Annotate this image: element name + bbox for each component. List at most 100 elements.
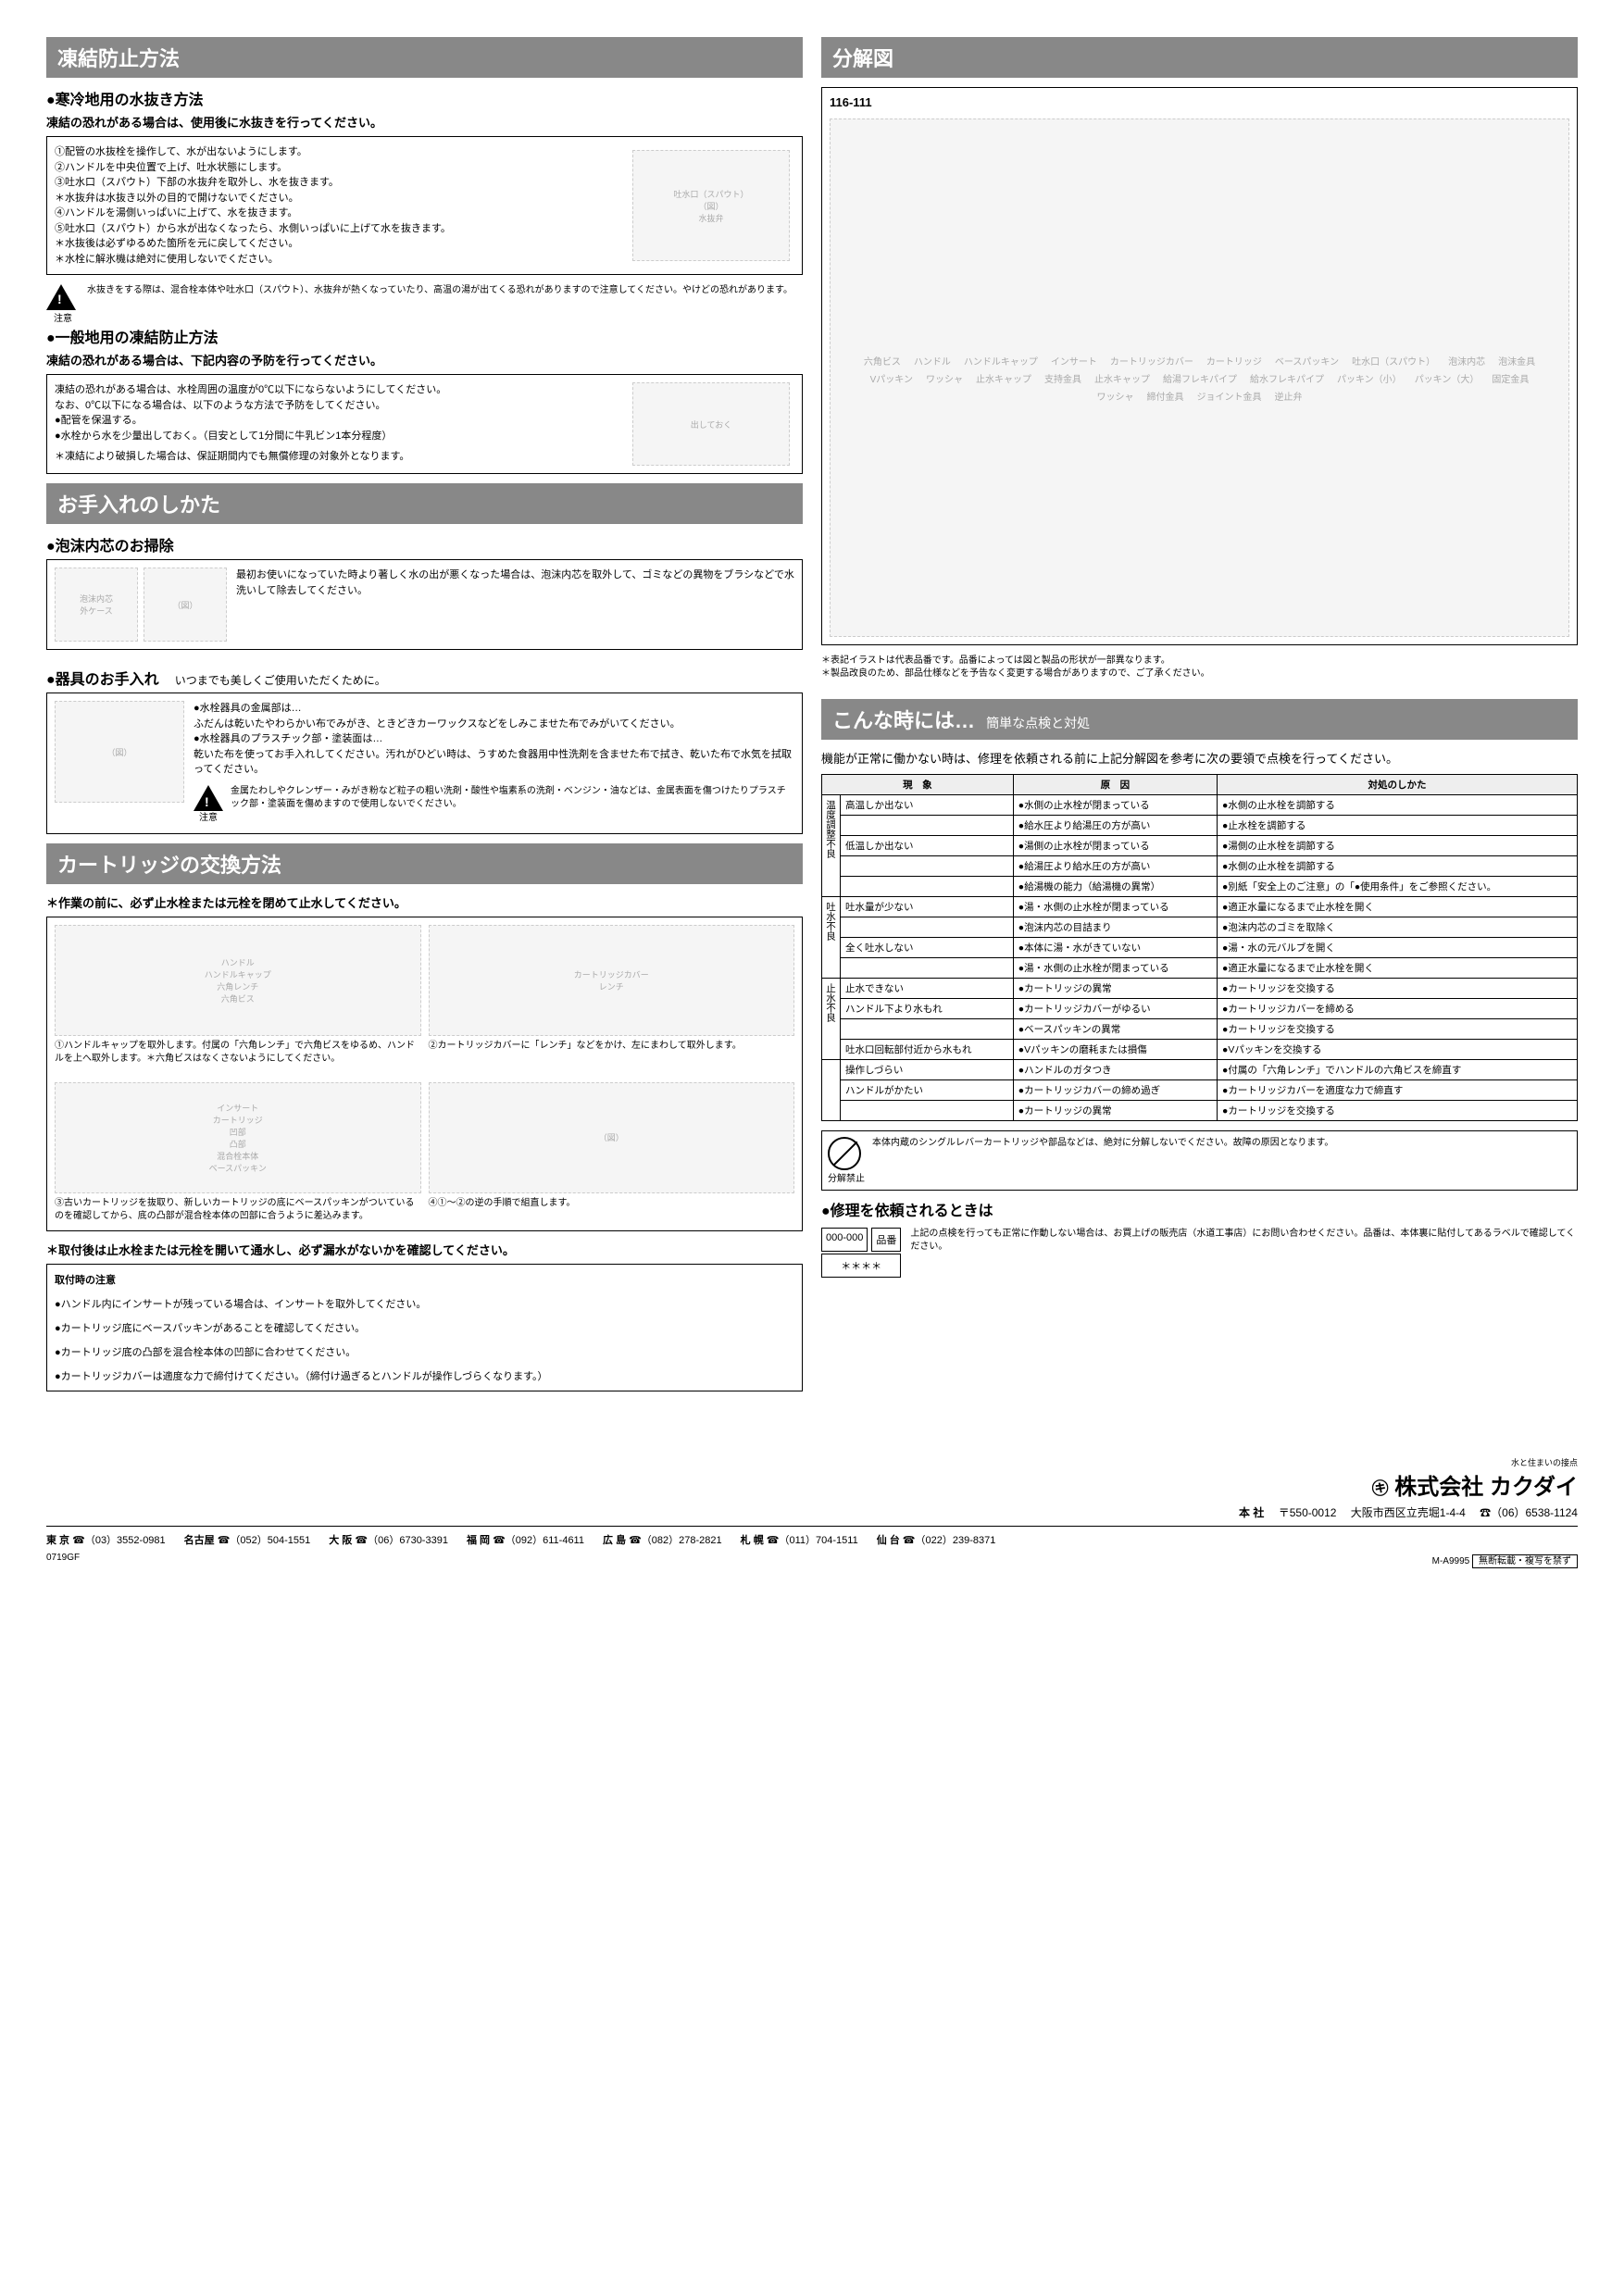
part-label: 締付金具 — [1147, 389, 1184, 403]
table-cell: ●水側の止水栓を調節する — [1218, 856, 1578, 877]
part-label: ハンドル — [914, 354, 951, 368]
body-care-intro: いつまでも美しくご使用いただくために。 — [175, 674, 386, 687]
aerator-title: 泡沫内芯のお掃除 — [46, 533, 803, 555]
part-label: 吐水口（スパウト） — [1352, 354, 1435, 368]
install-note: ●カートリッジ底の凸部を混合栓本体の凹部に合わせてください。 — [55, 1344, 794, 1359]
body-care-box: （図） ●水栓器具の金属部は… ふだんは乾いたやわらかい布でみがき、ときどきカー… — [46, 693, 803, 834]
table-row: 温度調整不良高温しか出ない●水側の止水栓が閉まっている●水側の止水栓を調節する — [822, 795, 1578, 816]
table-cell: ●水側の止水栓を調節する — [1218, 795, 1578, 816]
cold-step: ③吐水口（スパウト）下部の水抜弁を取外し、水を抜きます。 — [55, 175, 618, 191]
table-cell: ●給湯機の能力（給湯機の異常） — [1013, 877, 1217, 897]
table-cell: 低温しか出ない — [841, 836, 1014, 856]
table-cell — [841, 856, 1014, 877]
table-row: 吐水口回転部付近から水もれ●Vパッキンの磨耗または損傷●Vパッキンを交換する — [822, 1040, 1578, 1060]
part-label: 止水キャップ — [1094, 371, 1150, 385]
table-cell: ●給湯圧より給水圧の方が高い — [1013, 856, 1217, 877]
hq-address: 本 社 〒550-0012 大阪市西区立売堀1-4-4 ☎（06）6538-11… — [46, 1504, 1578, 1527]
repair-tag: ＊＊＊＊ — [821, 1254, 901, 1278]
table-row: 操作しづらい●ハンドルのガタつき●付属の「六角レンチ」でハンドルの六角ビスを締直… — [822, 1060, 1578, 1080]
repair-tag: 品番 — [871, 1228, 901, 1252]
freeze-header: 凍結防止方法 — [46, 37, 803, 78]
table-cell: ハンドル下より水もれ — [841, 999, 1014, 1019]
th-cause: 原 因 — [1013, 775, 1217, 795]
part-label: ハンドルキャップ — [964, 354, 1038, 368]
table-cell: ●カートリッジカバーを適度な力で締直す — [1218, 1080, 1578, 1101]
table-cell: ●適正水量になるまで止水栓を開く — [1218, 958, 1578, 979]
body-care-title: 器具のお手入れ — [46, 667, 159, 689]
table-cell: ●湯・水側の止水栓が閉まっている — [1013, 958, 1217, 979]
code-left: 0719GF — [46, 1553, 80, 1566]
part-label: 止水キャップ — [976, 371, 1031, 385]
general-line: ●水栓から水を少量出しておく。（目安として1分間に牛乳ビン1本分程度） — [55, 429, 618, 444]
cold-diagram: 吐水口（スパウト） （図） 水抜弁 — [632, 150, 790, 261]
part-label: インサート — [1051, 354, 1097, 368]
cart-step4: ④①～②の逆の手順で組直します。 — [429, 1197, 795, 1210]
general-box: 凍結の恐れがある場合は、水栓周囲の温度が0℃以下にならないようにしてください。 … — [46, 374, 803, 474]
part-label: ワッシャ — [926, 371, 963, 385]
office-item: 福 岡 ☎（092）611-4611 — [467, 1532, 584, 1547]
table-cell: 吐水口回転部付近から水もれ — [841, 1040, 1014, 1060]
install-note: ●ハンドル内にインサートが残っている場合は、インサートを取外してください。 — [55, 1296, 794, 1311]
care-header: お手入れのしかた — [46, 483, 803, 524]
table-cell: ●湯側の止水栓が閉まっている — [1013, 836, 1217, 856]
repair-title: 修理を依頼されるときは — [821, 1198, 1578, 1220]
table-row: 止水不良止水できない●カートリッジの異常●カートリッジを交換する — [822, 979, 1578, 999]
exploded-note: ＊製品改良のため、部品仕様などを予告なく変更する場合がありますので、ご了承くださ… — [821, 668, 1578, 680]
table-cell: ハンドルがかたい — [841, 1080, 1014, 1101]
brush-diagram: （図） — [144, 568, 227, 642]
table-cell: ●ハンドルのガタつき — [1013, 1060, 1217, 1080]
repair-text: 上記の点検を行っても正常に作動しない場合は、お買上げの販売店（水道工事店）にお問… — [910, 1228, 1578, 1254]
care-warn-text: 金属たわしやクレンザー・みがき粉など粒子の粗い洗剤・酸性や塩素系の洗剤・ベンジン… — [231, 785, 794, 811]
table-cell — [841, 1019, 1014, 1040]
table-cell: ●別紙「安全上のご注意」の「●使用条件」をご参照ください。 — [1218, 877, 1578, 897]
trouble-table: 現 象 原 因 対処のしかた 温度調整不良高温しか出ない●水側の止水栓が閉まって… — [821, 774, 1578, 1121]
aerator-box: 泡沫内芯 外ケース （図） 最初お使いになっていた時より著しく水の出が悪くなった… — [46, 559, 803, 650]
cold-step: ＊水抜後は必ずゆるめた箇所を元に戻してください。 — [55, 236, 618, 252]
table-cell — [841, 958, 1014, 979]
cold-step: ①配管の水抜栓を操作して、水が出ないようにします。 — [55, 144, 618, 160]
group-label: 温度調整不良 — [822, 795, 841, 897]
part-label: パッキン（小） — [1337, 371, 1402, 385]
care-line: ●水栓器具の金属部は… — [194, 701, 794, 717]
cold-step: ②ハンドルを中央位置で上げ、吐水状態にします。 — [55, 160, 618, 176]
table-cell: ●給水圧より給湯圧の方が高い — [1013, 816, 1217, 836]
table-cell: 止水できない — [841, 979, 1014, 999]
company-name: ㋖ 株式会社 カクダイ — [46, 1468, 1578, 1501]
table-cell: ●湯・水の元バルブを開く — [1218, 938, 1578, 958]
group-label: 止水不良 — [822, 979, 841, 1060]
table-cell: 高温しか出ない — [841, 795, 1014, 816]
care-line: 乾いた布を使ってお手入れしてください。汚れがひどい時は、うすめた食器用中性洗剤を… — [194, 747, 794, 778]
part-label: 給水フレキパイプ — [1250, 371, 1324, 385]
general-note: ＊凍結により破損した場合は、保証期間内でも無償修理の対象外となります。 — [55, 449, 618, 465]
trouble-lead: 機能が正常に働かない時は、修理を依頼される前に上記分解図を参考に次の要領で点検を… — [821, 749, 1578, 767]
table-row: ●泡沫内芯の目詰まり●泡沫内芯のゴミを取除く — [822, 917, 1578, 938]
table-cell: ●カートリッジの異常 — [1013, 979, 1217, 999]
care-line: ふだんは乾いたやわらかい布でみがき、ときどきカーワックスなどをしみこませた布でみ… — [194, 717, 794, 732]
table-cell: ●Vパッキンの磨耗または損傷 — [1013, 1040, 1217, 1060]
cold-step: ⑤吐水口（スパウト）から水が出なくなったら、水側いっぱいに上げて水を抜きます。 — [55, 221, 618, 237]
general-line: ●配管を保温する。 — [55, 413, 618, 429]
cart-fig3: インサート カートリッジ 凹部 凸部 混合栓本体 ベースパッキン — [55, 1082, 421, 1193]
table-cell: ●水側の止水栓が閉まっている — [1013, 795, 1217, 816]
general-line: 凍結の恐れがある場合は、水栓周囲の温度が0℃以下にならないようにしてください。 — [55, 382, 618, 398]
repair-tag: 000-000 — [821, 1228, 868, 1252]
wipe-diagram: （図） — [55, 701, 184, 803]
table-cell — [841, 917, 1014, 938]
table-cell: ●カートリッジカバーの締め過ぎ — [1013, 1080, 1217, 1101]
code-right: M-A9995 — [1432, 1556, 1470, 1566]
table-cell: 操作しづらい — [841, 1060, 1014, 1080]
part-label: 固定金具 — [1492, 371, 1529, 385]
table-cell: ●泡沫内芯の目詰まり — [1013, 917, 1217, 938]
table-cell: ●カートリッジカバーがゆるい — [1013, 999, 1217, 1019]
general-diagram: 出しておく — [632, 382, 790, 466]
exploded-diagram: 六角ビスハンドルハンドルキャップインサートカートリッジカバーカートリッジベースパ… — [830, 119, 1569, 637]
table-cell: 全く吐水しない — [841, 938, 1014, 958]
table-cell — [841, 816, 1014, 836]
install-note: ●カートリッジ底にベースパッキンがあることを確認してください。 — [55, 1320, 794, 1335]
part-label: 給湯フレキパイプ — [1163, 371, 1237, 385]
part-label: カートリッジ — [1206, 354, 1262, 368]
trouble-header: こんな時には… 簡単な点検と対処 — [821, 699, 1578, 740]
table-cell: ●付属の「六角レンチ」でハンドルの六角ビスを締直す — [1218, 1060, 1578, 1080]
general-lead: 凍結の恐れがある場合は、下記内容の予防を行ってください。 — [46, 351, 803, 368]
table-row: ●給湯圧より給水圧の方が高い●水側の止水栓を調節する — [822, 856, 1578, 877]
